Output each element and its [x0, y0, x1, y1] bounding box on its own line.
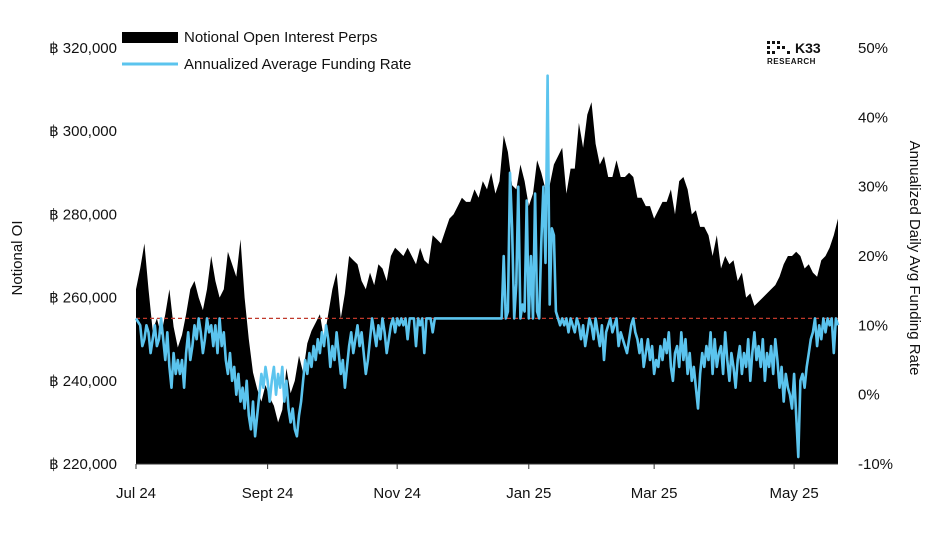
y-tick-label: ฿ 220,000: [49, 456, 117, 473]
y-tick-label: ฿ 260,000: [49, 290, 117, 307]
funding-line-layer: [134, 74, 840, 459]
y-tick-label: ฿ 300,000: [49, 123, 117, 140]
y2-tick-label: 40%: [858, 109, 888, 126]
k33-logo: K33 RESEARCH: [767, 40, 821, 66]
legend-label-funding: Annualized Average Funding Rate: [184, 56, 411, 73]
y2-tick-label: 0%: [858, 387, 880, 404]
legend-label-oi: Notional Open Interest Perps: [184, 29, 377, 46]
y-axis-title: Notional OI: [9, 220, 26, 295]
legend-swatch-oi: [122, 32, 178, 43]
x-tick-label: Nov 24: [373, 485, 421, 502]
legend: Notional Open Interest Perps Annualized …: [122, 29, 411, 73]
oi-area-layer: [136, 102, 838, 464]
logo-research: RESEARCH: [767, 57, 816, 66]
y-tick-label: ฿ 320,000: [49, 40, 117, 57]
x-tick-label: May 25: [770, 485, 819, 502]
y-tick-label: ฿ 280,000: [49, 206, 117, 223]
y2-tick-label: 50%: [858, 40, 888, 57]
axes: ฿ 220,000 ฿ 240,000 ฿ 260,000 ฿ 280,000 ฿ 30…: [9, 40, 923, 502]
y2-tick-label: -10%: [858, 456, 893, 473]
x-tick-label: Jul 24: [116, 485, 156, 502]
logo-k33: K33: [795, 40, 821, 56]
y2-tick-label: 10%: [858, 317, 888, 334]
y2-tick-label: 30%: [858, 179, 888, 196]
oi-area: [136, 102, 838, 464]
y2-tick-label: 20%: [858, 248, 888, 265]
x-tick-label: Mar 25: [631, 485, 678, 502]
y-tick-label: ฿ 240,000: [49, 373, 117, 390]
y2-axis-title: Annualized Daily Avg Funding Rate: [906, 141, 923, 376]
k33-dots-icon: [767, 41, 790, 54]
funding-line: [134, 74, 840, 459]
x-tick-label: Sept 24: [242, 485, 294, 502]
x-tick-label: Jan 25: [506, 485, 551, 502]
